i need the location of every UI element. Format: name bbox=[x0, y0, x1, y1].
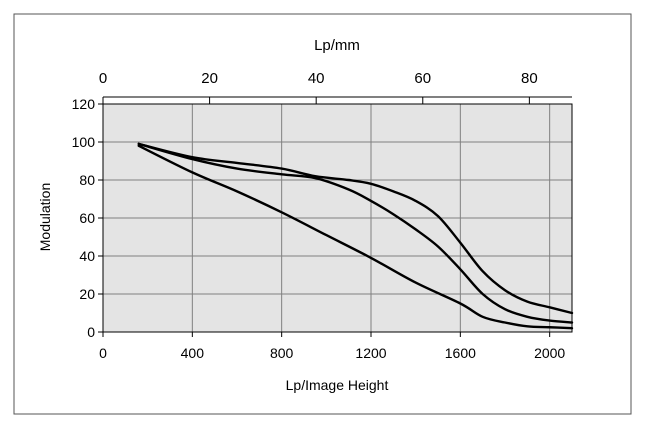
top-tick-label: 40 bbox=[308, 70, 325, 87]
top-tick-label: 20 bbox=[201, 70, 218, 87]
x-tick-label: 1600 bbox=[445, 345, 476, 361]
y-tick-label: 120 bbox=[72, 96, 96, 112]
series-line-curve-1 bbox=[137, 142, 574, 315]
y-axis-title: Modulation bbox=[37, 183, 53, 252]
y-tick-label: 20 bbox=[79, 286, 95, 302]
grid bbox=[103, 104, 572, 332]
top-tick-label: 80 bbox=[521, 70, 538, 87]
top-tick-label: 60 bbox=[414, 70, 431, 87]
y-tick-label: 0 bbox=[87, 324, 95, 340]
top-axis-title: Lp/mm bbox=[314, 37, 360, 54]
y-tick-label: 100 bbox=[72, 134, 96, 150]
y-tick-label: 40 bbox=[79, 248, 95, 264]
series-layer bbox=[137, 142, 574, 330]
y-tick-label: 60 bbox=[79, 210, 95, 226]
series-line-curve-2 bbox=[137, 142, 574, 324]
top-tick-label: 0 bbox=[99, 70, 107, 87]
x-axis-title: Lp/Image Height bbox=[286, 377, 389, 393]
x-tick-label: 800 bbox=[270, 345, 294, 361]
x-tick-label: 0 bbox=[99, 345, 107, 361]
y-tick-label: 80 bbox=[79, 172, 95, 188]
x-tick-label: 2000 bbox=[534, 345, 565, 361]
x-tick-label: 400 bbox=[181, 345, 205, 361]
x-tick-label: 1200 bbox=[355, 345, 386, 361]
series-line-curve-3 bbox=[137, 144, 574, 330]
